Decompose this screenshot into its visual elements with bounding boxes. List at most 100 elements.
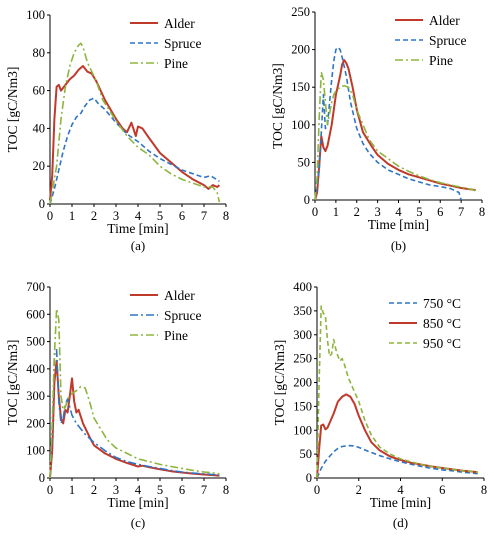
- x-tick-label: 5: [157, 209, 163, 223]
- y-tick-label: 50: [298, 155, 311, 169]
- y-axis-label: TOC [gC/Nm3]: [5, 340, 20, 426]
- x-axis-label: Time [min]: [368, 217, 429, 232]
- y-tick-label: 500: [26, 335, 45, 349]
- x-tick-label: 0: [312, 205, 318, 219]
- x-tick-label: 8: [479, 205, 485, 219]
- series-line-750-c: [316, 444, 478, 479]
- x-tick-label: 2: [91, 209, 97, 223]
- y-tick-label: 250: [293, 352, 312, 366]
- panel-label: (a): [131, 238, 145, 253]
- series-line-pine: [314, 71, 476, 201]
- panel-3: 0 100 200 300 400 500 600 700 0 1 2 3 4 5 6 7 8 Time [min…: [5, 280, 229, 530]
- x-tick-label: 6: [439, 483, 445, 497]
- y-tick-label: 100: [26, 444, 45, 458]
- x-tick-label: 2: [91, 483, 97, 497]
- y-tick-label: 0: [304, 193, 310, 207]
- series-line-alder: [49, 359, 220, 479]
- x-tick-label: 8: [223, 483, 229, 497]
- series-line-spruce: [49, 97, 220, 205]
- legend-label: Spruce: [164, 308, 202, 323]
- x-tick-label: 8: [223, 209, 229, 223]
- legend-label: Alder: [164, 288, 195, 303]
- y-tick-label: 400: [293, 280, 312, 294]
- legend-label: Alder: [164, 16, 195, 31]
- y-tick-label: 0: [39, 197, 45, 211]
- x-tick-label: 7: [201, 483, 207, 497]
- y-tick-label: 40: [33, 121, 46, 135]
- legend-label: 950 °C: [423, 336, 461, 351]
- legend-label: 750 °C: [423, 296, 461, 311]
- y-tick-label: 300: [26, 389, 45, 403]
- x-tick-label: 0: [47, 483, 53, 497]
- x-tick-label: 1: [69, 483, 75, 497]
- panel-1: 0 20 40 60 80 100 0 1 2 3 4 5 6 7 8 Time [min] TOC [gC/N…: [5, 8, 229, 253]
- y-tick-label: 0: [306, 471, 312, 485]
- y-tick-label: 300: [293, 328, 312, 342]
- x-tick-label: 4: [397, 483, 404, 497]
- x-axis-label: Time [min]: [107, 221, 168, 236]
- legend-label: Pine: [164, 328, 188, 343]
- panel-label: (b): [391, 238, 406, 253]
- panel-label: (c): [131, 515, 145, 530]
- legend-label: Alder: [429, 13, 460, 28]
- y-axis-label: TOC [gC/Nm3]: [5, 67, 20, 153]
- y-tick-label: 200: [26, 416, 45, 430]
- x-tick-label: 1: [69, 209, 75, 223]
- y-tick-label: 350: [293, 304, 312, 318]
- y-tick-label: 600: [26, 307, 45, 321]
- x-tick-label: 5: [157, 483, 163, 497]
- y-tick-label: 0: [39, 471, 45, 485]
- x-tick-label: 4: [135, 483, 142, 497]
- y-tick-label: 400: [26, 362, 45, 376]
- y-tick-label: 200: [291, 43, 310, 57]
- x-tick-label: 2: [354, 205, 360, 219]
- legend-label: Pine: [164, 56, 188, 71]
- y-tick-label: 100: [26, 8, 45, 22]
- y-tick-label: 100: [291, 118, 310, 132]
- x-tick-label: 7: [458, 205, 464, 219]
- panel-2: 0 50 100 150 200 250 0 1 2 3 4 5 6 7 8 Time [min] TOC [g…: [270, 5, 485, 253]
- x-tick-label: 6: [437, 205, 443, 219]
- series-line-alder: [49, 65, 221, 201]
- y-tick-label: 700: [26, 280, 45, 294]
- x-tick-label: 0: [314, 483, 320, 497]
- x-tick-label: 3: [113, 209, 119, 223]
- y-tick-label: 80: [33, 46, 46, 60]
- x-tick-label: 3: [113, 483, 119, 497]
- panel-4: 0 50 100 150 200 250 300 350 400 0 2 4 6 8 Time [min] T…: [272, 280, 487, 530]
- legend-label: Spruce: [429, 33, 467, 48]
- y-tick-label: 50: [300, 447, 313, 461]
- series-line-alder: [314, 59, 476, 201]
- x-tick-label: 3: [375, 205, 381, 219]
- x-tick-label: 4: [135, 209, 142, 223]
- x-axis-label: Time [min]: [370, 495, 431, 510]
- y-tick-label: 250: [291, 5, 310, 19]
- legend-label: Spruce: [164, 36, 202, 51]
- y-tick-label: 150: [291, 80, 310, 94]
- series-line-pine: [49, 42, 221, 205]
- series-line-spruce: [314, 46, 462, 201]
- y-tick-label: 20: [33, 159, 46, 173]
- legend-label: 850 °C: [423, 316, 461, 331]
- series-line-spruce: [49, 348, 220, 479]
- y-tick-label: 150: [293, 399, 312, 413]
- y-tick-label: 60: [33, 84, 46, 98]
- x-tick-label: 0: [47, 209, 53, 223]
- x-tick-label: 6: [179, 209, 185, 223]
- x-tick-label: 6: [179, 483, 185, 497]
- x-tick-label: 1: [333, 205, 339, 219]
- x-axis-label: Time [min]: [107, 495, 168, 510]
- x-tick-label: 4: [395, 205, 402, 219]
- x-tick-label: 5: [416, 205, 422, 219]
- y-tick-label: 100: [293, 423, 312, 437]
- x-tick-label: 7: [201, 209, 207, 223]
- panel-label: (d): [393, 515, 408, 530]
- x-tick-label: 2: [356, 483, 362, 497]
- y-axis-label: TOC [gC/Nm3]: [270, 63, 285, 149]
- series-line-850-c: [316, 393, 478, 479]
- series-line-950-c: [316, 305, 478, 479]
- y-tick-label: 200: [293, 376, 312, 390]
- x-tick-label: 8: [481, 483, 487, 497]
- series-line-pine: [49, 307, 220, 479]
